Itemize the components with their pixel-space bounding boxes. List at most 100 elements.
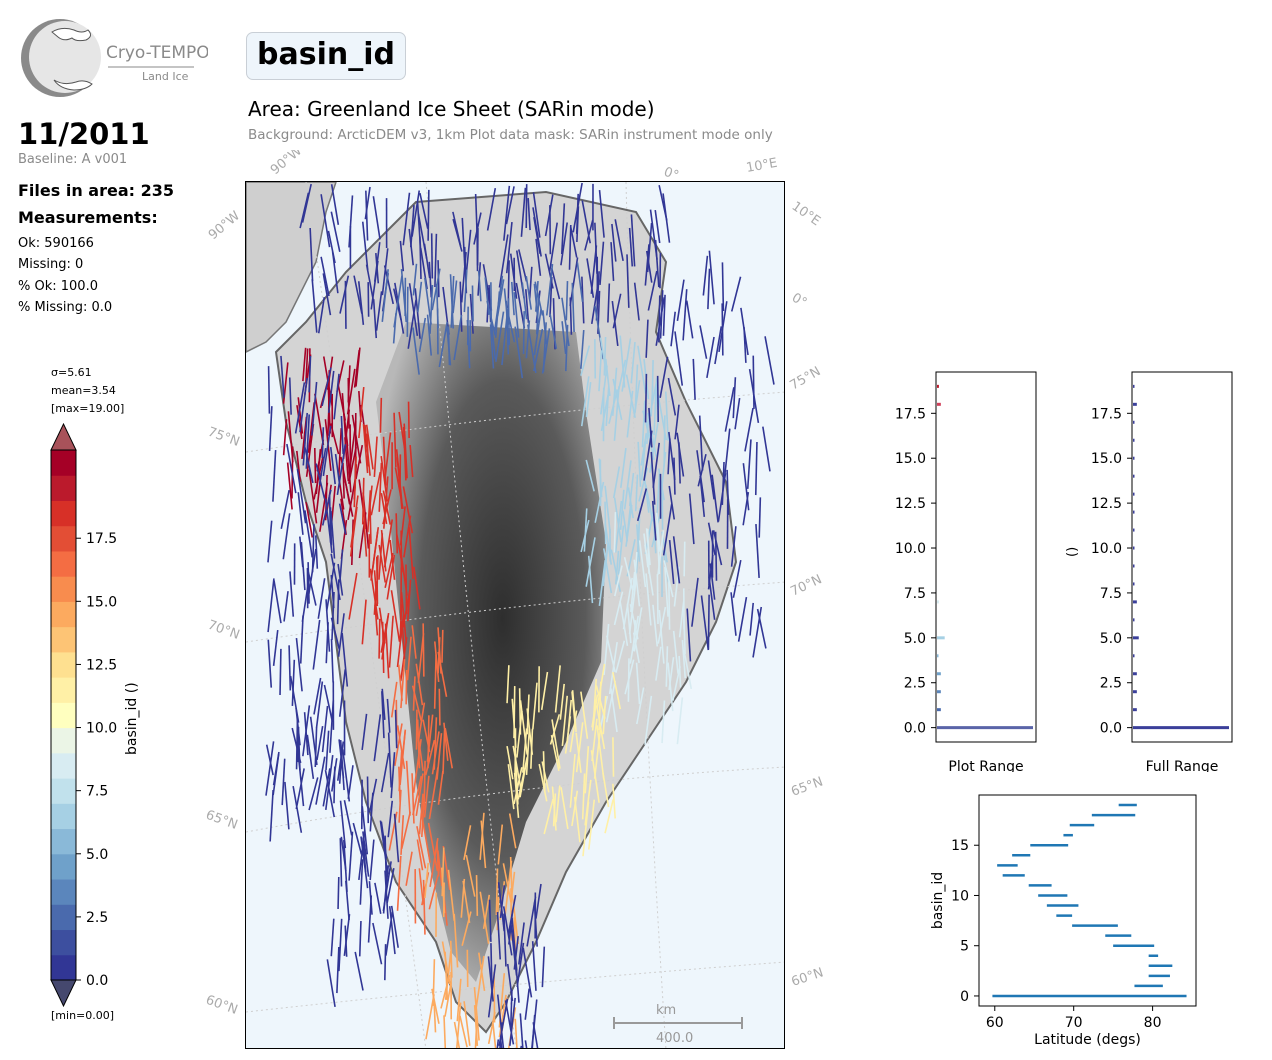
track-segment (668, 539, 675, 585)
track-segment (636, 488, 648, 522)
colorbar-min: [min=0.00] (51, 1009, 115, 1022)
track-segment (340, 415, 344, 455)
track-segment (416, 719, 421, 769)
track-segment (340, 836, 347, 872)
track-segment (644, 373, 648, 423)
track-segment (305, 502, 314, 538)
track-segment (408, 527, 414, 579)
track-segment (402, 486, 414, 534)
colorbar-tick-label: 7.5 (86, 784, 108, 800)
track-segment (615, 640, 626, 673)
track-segment (440, 867, 446, 914)
track-segment (648, 407, 653, 448)
graticule-line (246, 766, 784, 833)
track-segment (402, 192, 411, 246)
track-segment (367, 485, 373, 522)
colorbar-mean: mean=3.54 (51, 384, 116, 397)
track-segment (281, 758, 286, 806)
track-segment (732, 559, 742, 598)
track-segment (748, 369, 760, 423)
track-segment (399, 240, 405, 272)
track-segment (622, 577, 633, 630)
track-segment (299, 192, 310, 229)
longitude-label: 90°W (206, 208, 243, 243)
track-segment (345, 438, 352, 493)
track-segment (612, 783, 616, 819)
track-segment (734, 397, 741, 430)
track-segment (649, 209, 658, 260)
track-segment (314, 727, 318, 768)
track-segment (378, 462, 383, 512)
track-segment (433, 641, 440, 682)
track-segment (503, 185, 511, 241)
track-segment (322, 273, 332, 316)
track-segment (611, 223, 617, 262)
track-segment (526, 694, 530, 735)
map-subtitle: Background: ArcticDEM v3, 1km Plot data … (248, 127, 773, 143)
track-segment (678, 655, 682, 688)
longitude-label: 10°E (789, 199, 823, 229)
track-segment (737, 597, 748, 642)
track-segment (427, 822, 439, 872)
histogram-tick-label: 12.5 (1091, 496, 1122, 512)
latitude-label: 60°N (204, 993, 240, 1018)
track-segment (651, 511, 662, 548)
track-segment (560, 203, 566, 255)
track-segment (508, 909, 514, 945)
track-segment (752, 606, 763, 658)
track-segment (296, 450, 302, 482)
track-segment (487, 964, 497, 1018)
track-segment (400, 811, 412, 850)
track-segment (676, 432, 685, 477)
track-segment (337, 876, 340, 910)
track-segment (443, 1015, 447, 1048)
track-segment (726, 469, 730, 515)
track-segment (329, 423, 340, 455)
track-segment (364, 424, 371, 476)
track-segment (676, 279, 685, 321)
track-segment (525, 275, 532, 310)
track-segment (600, 365, 608, 415)
track-segment (418, 868, 425, 905)
track-segment (463, 269, 468, 313)
track-segment (431, 268, 441, 311)
track-segment (569, 257, 579, 307)
track-segment (487, 1011, 496, 1045)
track-segment (648, 376, 659, 418)
track-segment (394, 282, 405, 334)
track-segment (607, 283, 611, 323)
track-segment (330, 211, 341, 252)
histogram-bar (937, 384, 939, 388)
scale-value: 400.0 (656, 1031, 693, 1046)
track-segment (668, 485, 676, 520)
colorbar-segment (51, 828, 76, 855)
histogram-tick-label: 10.0 (895, 541, 926, 557)
track-segment (600, 395, 609, 432)
track-segment (308, 548, 317, 594)
track-segment (325, 730, 330, 771)
track-segment (645, 528, 651, 566)
track-segment (338, 739, 345, 778)
track-segment (535, 883, 542, 919)
track-segment (756, 608, 767, 649)
track-segment (475, 955, 485, 1008)
track-segment (431, 731, 440, 775)
track-segment (644, 505, 656, 555)
y-axis-label: basin_id (930, 872, 946, 929)
track-segment (347, 377, 350, 429)
track-segment (296, 405, 303, 440)
histogram-tick-label: 0.0 (904, 721, 926, 737)
track-segment (634, 474, 639, 512)
track-segment (573, 796, 581, 843)
track-segment (282, 419, 288, 456)
greenland-map: km 400.0 (246, 182, 784, 1048)
track-segment (652, 604, 659, 647)
track-segment (559, 683, 565, 720)
track-segment (645, 573, 652, 626)
track-segment (498, 234, 509, 288)
track-segment (587, 555, 594, 604)
track-segment (490, 943, 493, 984)
histogram-bar (937, 726, 1033, 730)
track-segment (533, 902, 538, 947)
measurements-heading: Measurements: (18, 208, 158, 227)
